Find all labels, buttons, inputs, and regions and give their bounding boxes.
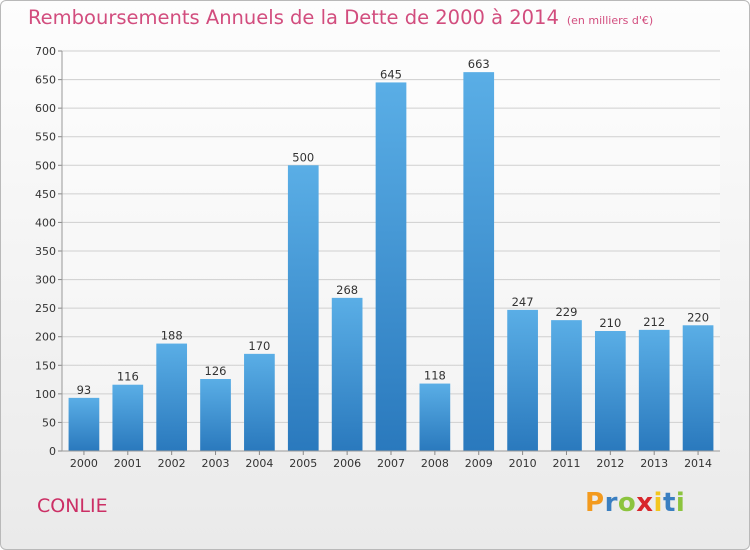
commune-name: CONLIE xyxy=(37,495,108,517)
x-tick-label: 2011 xyxy=(552,457,580,470)
y-tick-label: 300 xyxy=(35,274,56,287)
bar xyxy=(156,343,188,451)
bar xyxy=(594,331,626,451)
logo-letter: t xyxy=(662,488,676,518)
logo-letter: i xyxy=(653,488,663,518)
chart-title: Remboursements Annuels de la Dette de 20… xyxy=(28,6,653,29)
y-tick-label: 400 xyxy=(35,216,56,229)
logo-letter: P xyxy=(585,488,605,518)
bar-value-label: 93 xyxy=(77,383,92,397)
logo-letter: i xyxy=(675,488,686,518)
bar-value-label: 126 xyxy=(205,364,227,378)
logo-letter: x xyxy=(636,488,654,518)
x-tick-label: 2004 xyxy=(245,457,273,470)
bar-value-label: 210 xyxy=(599,316,621,330)
bar xyxy=(200,379,231,451)
chart-subtitle: (en milliers d'€) xyxy=(566,14,654,27)
x-tick-label: 2012 xyxy=(596,457,624,470)
x-tick-label: 2007 xyxy=(377,457,405,470)
y-tick-label: 550 xyxy=(35,131,56,144)
bars: 93 116 188 126 170 500 268 645 118 663 247 229 210 21… xyxy=(68,57,714,452)
y-tick-label: 700 xyxy=(35,45,56,58)
logo-letter: r xyxy=(604,488,618,518)
bar xyxy=(331,297,363,451)
x-tick-label: 2010 xyxy=(509,457,537,470)
bar-value-label: 229 xyxy=(555,305,577,319)
bar-value-label: 500 xyxy=(292,150,314,164)
bar xyxy=(68,397,100,451)
bar xyxy=(463,72,495,452)
bar xyxy=(287,165,319,452)
x-tick-label: 2000 xyxy=(70,457,98,470)
y-tick-label: 150 xyxy=(35,359,56,372)
bar-value-label: 188 xyxy=(161,329,183,343)
x-tick-label: 2003 xyxy=(202,457,230,470)
bar xyxy=(112,384,144,451)
bar xyxy=(507,309,538,451)
y-tick-label: 650 xyxy=(35,74,56,87)
y-tick-label: 350 xyxy=(35,245,56,258)
logo-letter: o xyxy=(617,488,637,518)
y-tick-label: 500 xyxy=(35,159,56,172)
axes: 0 50 100 150 200 250 300 350 400 450 500 550 600 650 7… xyxy=(35,45,720,470)
y-tick-label: 250 xyxy=(35,302,56,315)
bar-value-label: 268 xyxy=(336,283,358,297)
bar-value-label: 118 xyxy=(424,369,446,383)
y-tick-label: 0 xyxy=(49,445,56,458)
x-tick-label: 2013 xyxy=(640,457,668,470)
y-tick-label: 450 xyxy=(35,188,56,201)
bar-value-label: 116 xyxy=(117,370,139,384)
bar xyxy=(682,325,714,451)
bar xyxy=(638,329,670,451)
x-tick-label: 2006 xyxy=(333,457,361,470)
x-tick-label: 2002 xyxy=(158,457,186,470)
bar-value-label: 645 xyxy=(380,67,402,81)
x-tick-label: 2001 xyxy=(114,457,142,470)
x-tick-label: 2014 xyxy=(684,457,712,470)
x-tick-label: 2005 xyxy=(289,457,317,470)
y-tick-label: 600 xyxy=(35,102,56,115)
chart-title-main: Remboursements Annuels de la Dette de 20… xyxy=(28,6,559,29)
proxiti-logo: Proxiti xyxy=(585,488,685,518)
bar-value-label: 170 xyxy=(248,339,270,353)
y-tick-label: 100 xyxy=(35,388,56,401)
bar xyxy=(375,82,407,451)
bar-value-label: 212 xyxy=(643,315,665,329)
x-tick-label: 2009 xyxy=(465,457,493,470)
bar-value-label: 220 xyxy=(687,310,709,324)
y-tick-label: 200 xyxy=(35,331,56,344)
bar-value-label: 663 xyxy=(468,57,490,71)
bar xyxy=(551,320,582,451)
y-tick-label: 50 xyxy=(42,416,56,429)
bar-value-label: 247 xyxy=(512,295,534,309)
x-tick-label: 2008 xyxy=(421,457,449,470)
bar xyxy=(244,353,275,451)
bar xyxy=(419,383,451,451)
